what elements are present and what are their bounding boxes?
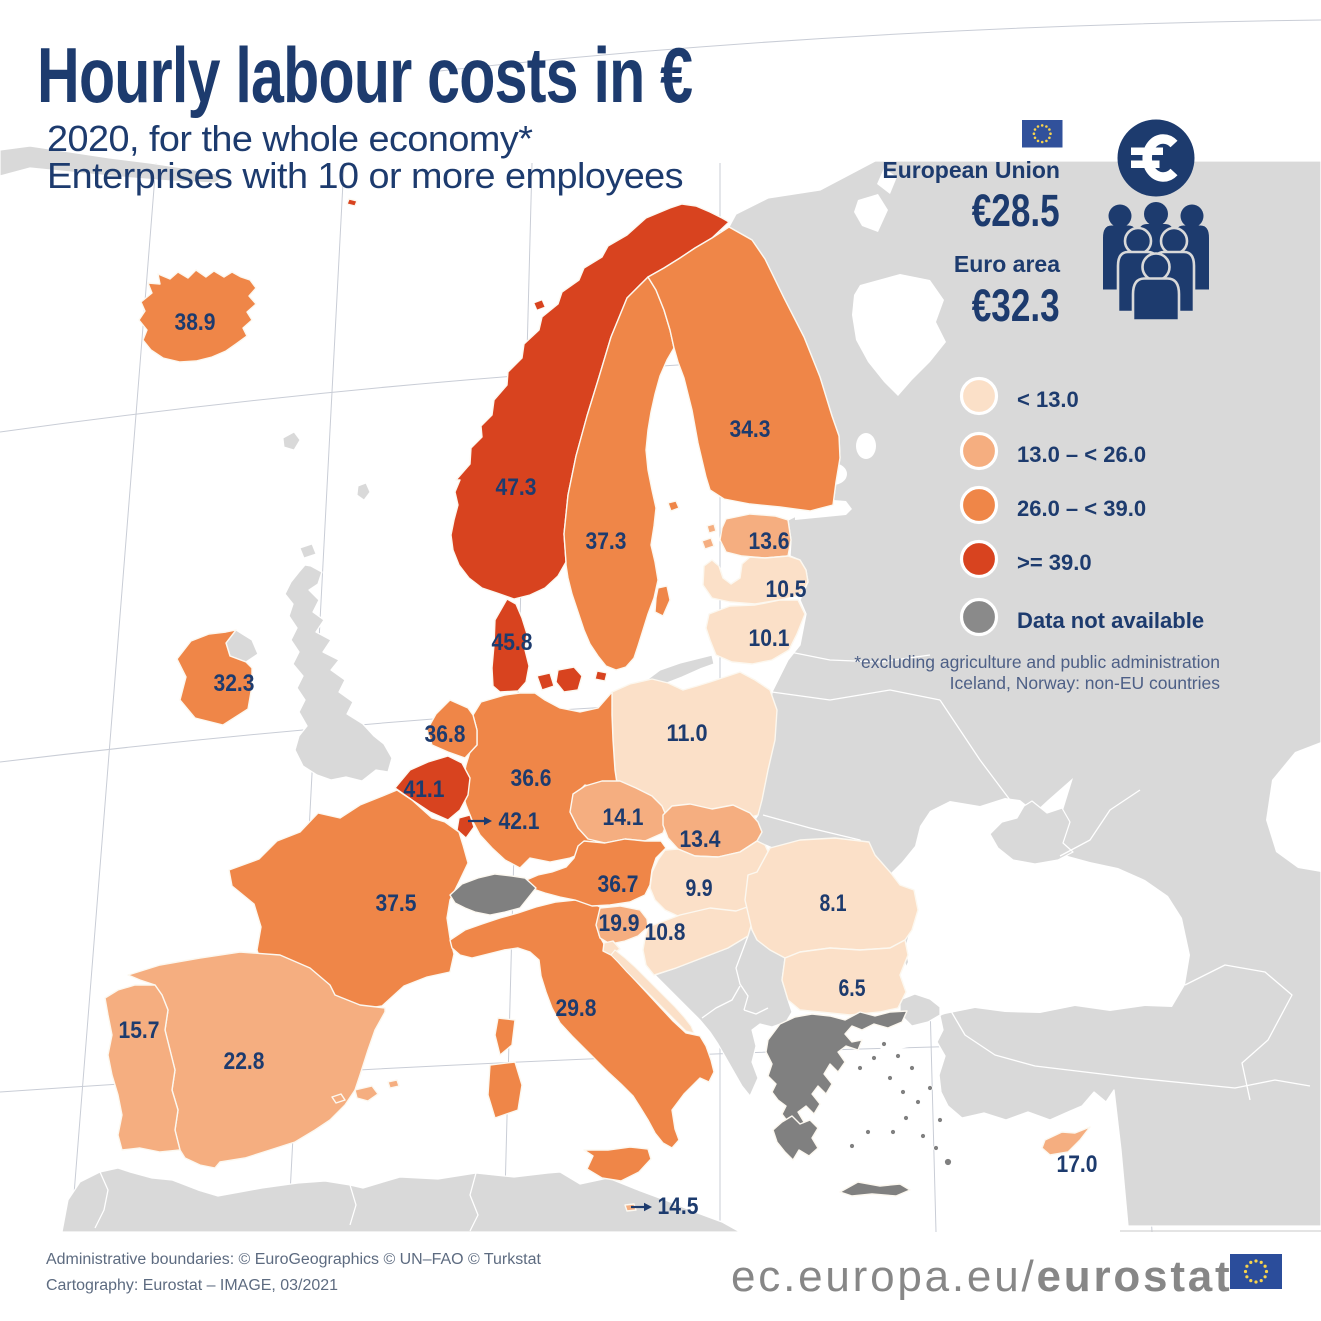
svg-text:13.0 – < 26.0: 13.0 – < 26.0 (1017, 442, 1146, 467)
svg-text:29.8: 29.8 (556, 995, 597, 1022)
svg-text:10.5: 10.5 (766, 576, 807, 603)
svg-text:13.4: 13.4 (680, 826, 722, 853)
svg-text:17.0: 17.0 (1057, 1151, 1098, 1178)
svg-text:11.0: 11.0 (667, 720, 708, 747)
svg-text:10.1: 10.1 (749, 625, 790, 652)
svg-text:36.8: 36.8 (425, 721, 466, 748)
svg-text:36.6: 36.6 (511, 765, 552, 792)
svg-text:8.1: 8.1 (820, 890, 847, 917)
svg-text:14.5: 14.5 (658, 1193, 699, 1220)
svg-text:6.5: 6.5 (839, 975, 866, 1002)
svg-text:>= 39.0: >= 39.0 (1017, 550, 1092, 575)
svg-text:41.1: 41.1 (404, 776, 445, 803)
svg-text:38.9: 38.9 (175, 309, 216, 336)
svg-text:13.6: 13.6 (749, 528, 790, 555)
svg-text:37.5: 37.5 (376, 890, 417, 917)
svg-text:47.3: 47.3 (496, 474, 537, 501)
svg-text:37.3: 37.3 (586, 528, 627, 555)
svg-text:45.8: 45.8 (492, 629, 533, 656)
svg-text:32.3: 32.3 (214, 670, 255, 697)
svg-text:9.9: 9.9 (686, 875, 713, 902)
svg-text:15.7: 15.7 (119, 1017, 160, 1044)
svg-text:Data not available: Data not available (1017, 608, 1204, 633)
svg-text:26.0 – < 39.0: 26.0 – < 39.0 (1017, 496, 1146, 521)
svg-text:14.1: 14.1 (603, 804, 644, 831)
svg-text:< 13.0: < 13.0 (1017, 387, 1079, 412)
svg-text:22.8: 22.8 (224, 1048, 265, 1075)
svg-text:19.9: 19.9 (599, 910, 640, 937)
svg-text:34.3: 34.3 (730, 416, 771, 443)
svg-text:42.1: 42.1 (499, 808, 540, 835)
svg-text:36.7: 36.7 (598, 871, 639, 898)
svg-text:10.8: 10.8 (645, 919, 686, 946)
